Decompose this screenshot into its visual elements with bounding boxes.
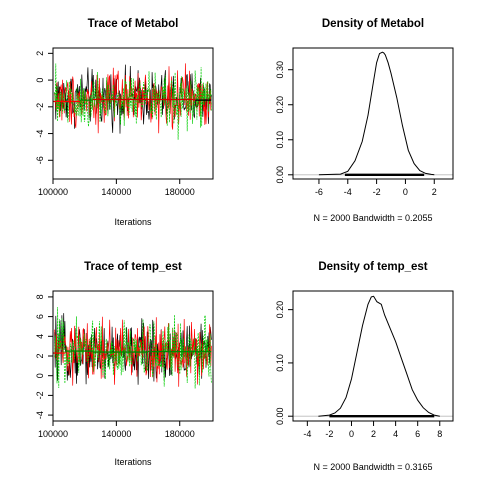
x-tick-label: 4 [393,429,398,439]
y-tick-label: 4 [35,334,45,339]
chart-title: Trace of temp_est [84,261,182,273]
y-tick-label: -4 [35,411,45,419]
x-tick-label: 140000 [101,429,131,439]
y-tick-label: -4 [35,130,45,138]
x-axis-label: N = 2000 Bandwidth = 0.2055 [313,213,432,223]
x-tick-label: -4 [303,429,311,439]
x-tick-label: 100000 [38,429,68,439]
density-curve [318,51,435,176]
y-tick-label: -6 [35,156,45,164]
x-tick-label: 2 [432,187,437,197]
x-tick-label: 6 [415,429,420,439]
x-tick-label: -6 [315,187,323,197]
y-tick-label: 8 [35,294,45,299]
y-tick-label: 0 [35,373,45,378]
x-axis-label: N = 2000 Bandwidth = 0.3165 [313,462,432,472]
plot-frame [52,47,214,180]
y-tick-label: 0 [35,78,45,83]
x-tick-label: -4 [344,187,352,197]
x-axis-label: Iterations [114,457,152,467]
y-tick-label: 0.10 [275,354,285,372]
x-tick-label: 0 [349,429,354,439]
x-tick-label: 8 [437,429,442,439]
chart-title: Trace of Metabol [88,18,179,30]
y-tick-label: 0.00 [275,166,285,184]
y-tick-label: 0.20 [275,301,285,319]
y-tick-label: 0.30 [275,61,285,79]
trace-series-3 [54,307,212,389]
y-tick-label: 0.10 [275,131,285,149]
plot-frame [292,290,454,422]
chart-title: Density of temp_est [318,261,427,273]
x-tick-label: 100000 [38,187,68,197]
chart-title: Density of Metabol [322,18,424,30]
y-tick-label: 2 [35,51,45,56]
x-tick-label: 180000 [165,429,195,439]
plot-frame [292,47,454,180]
y-tick-label: 0.00 [275,407,285,425]
x-tick-label: 2 [371,429,376,439]
y-tick-label: 2 [35,353,45,358]
x-tick-label: 180000 [165,187,195,197]
y-tick-label: -2 [35,391,45,399]
trace-series-1 [54,313,212,385]
x-tick-label: -2 [325,429,333,439]
y-tick-label: 6 [35,314,45,319]
x-tick-label: 140000 [101,187,131,197]
x-axis-label: Iterations [114,217,152,227]
density-curve [318,295,440,417]
x-tick-label: -2 [373,187,381,197]
x-tick-label: 0 [403,187,408,197]
y-tick-label: 0.20 [275,96,285,114]
y-tick-label: -2 [35,103,45,111]
